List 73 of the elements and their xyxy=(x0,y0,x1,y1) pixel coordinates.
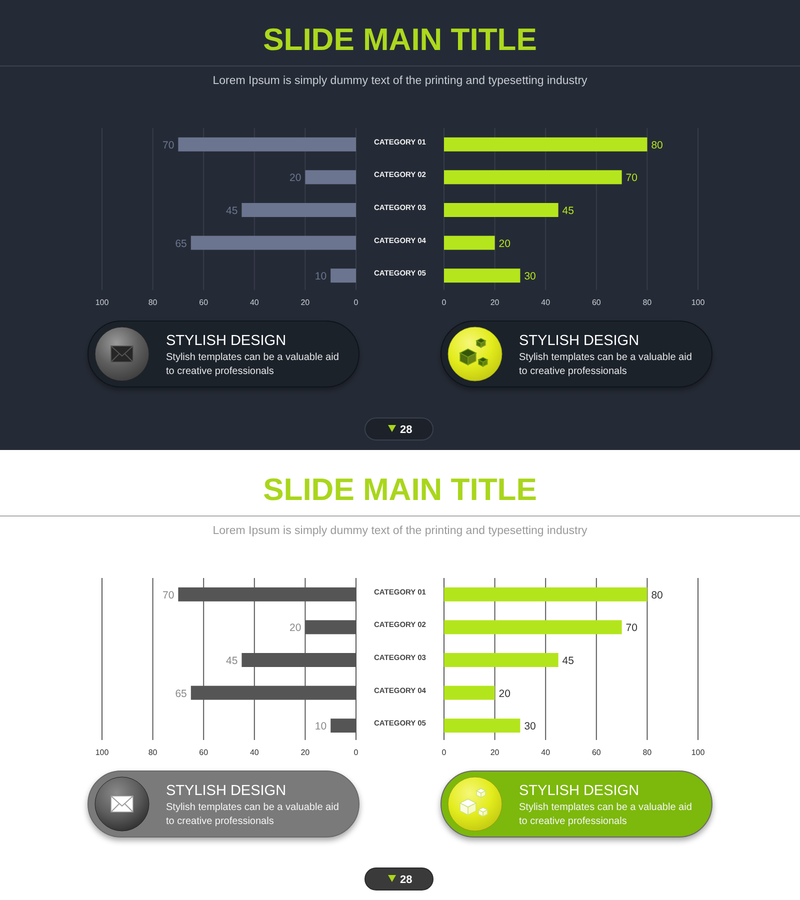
data-label: 70 xyxy=(626,622,638,634)
data-label: 30 xyxy=(524,270,536,283)
x-tick-label: 80 xyxy=(642,298,652,307)
data-label: 70 xyxy=(626,172,638,184)
x-tick-label: 0 xyxy=(442,298,447,307)
text: STYLISH DESIGN xyxy=(166,783,286,799)
bar xyxy=(242,203,356,217)
x-tick-label: 0 xyxy=(354,748,359,757)
x-tick-label: 20 xyxy=(490,298,500,307)
data-label: 20 xyxy=(498,238,511,250)
x-tick-label: 20 xyxy=(300,748,310,757)
x-tick-label: 40 xyxy=(250,298,260,307)
bar xyxy=(190,236,356,250)
text: Lorem Ipsum is simply dummy text of the printing and typesetting industry xyxy=(212,75,588,87)
data-label: 70 xyxy=(162,139,174,152)
bar xyxy=(444,203,558,217)
data-label: 20 xyxy=(290,622,302,634)
x-tick-label: 80 xyxy=(148,298,158,307)
data-label: 45 xyxy=(562,205,574,217)
bar xyxy=(305,170,356,184)
x-tick-label: 60 xyxy=(592,748,602,757)
text: 28 xyxy=(400,424,412,436)
x-tick-label: 40 xyxy=(541,748,551,757)
data-label: 45 xyxy=(562,655,574,667)
data-label: 10 xyxy=(314,720,327,733)
x-tick-label: 0 xyxy=(442,748,447,757)
x-tick-label: 60 xyxy=(199,298,209,307)
bar xyxy=(178,137,356,152)
text: STYLISH DESIGN xyxy=(166,333,286,349)
x-tick-label: 40 xyxy=(250,748,260,757)
x-tick-label: 100 xyxy=(691,298,706,307)
x-tick-label: 20 xyxy=(300,298,310,307)
chart-title: SLIDE MAIN TITLE xyxy=(263,472,537,507)
x-tick-label: 60 xyxy=(199,748,209,757)
bar xyxy=(444,718,520,733)
data-label: 65 xyxy=(175,238,188,250)
data-label: 10 xyxy=(314,270,327,283)
bar xyxy=(444,236,495,250)
text: STYLISH DESIGN xyxy=(519,333,640,349)
text: Stylish templates can be a valuable aid to creative professionals xyxy=(166,802,339,827)
chart-title: SLIDE MAIN TITLE xyxy=(263,22,537,57)
bar xyxy=(444,587,648,602)
x-tick-label: 20 xyxy=(490,748,500,757)
text: Stylish templates can be a valuable aid to creative professionals xyxy=(519,352,692,377)
bar xyxy=(444,170,622,184)
x-tick-label: 80 xyxy=(148,748,158,757)
data-label: 70 xyxy=(162,589,174,602)
data-label: 20 xyxy=(498,688,511,700)
data-label: 80 xyxy=(651,139,664,152)
data-label: 20 xyxy=(290,172,302,184)
text: Stylish templates can be a valuable aid to creative professionals xyxy=(519,802,692,827)
text: 28 xyxy=(400,874,412,886)
x-tick-label: 100 xyxy=(691,748,706,757)
text: STYLISH DESIGN xyxy=(519,783,640,799)
data-label: 45 xyxy=(226,205,238,217)
x-tick-label: 100 xyxy=(95,298,110,307)
bar xyxy=(444,137,648,152)
data-label: 80 xyxy=(651,589,664,602)
x-tick-label: 0 xyxy=(354,298,359,307)
bar xyxy=(444,268,520,283)
data-label: 65 xyxy=(175,688,188,700)
x-tick-label: 60 xyxy=(592,298,602,307)
text: Lorem Ipsum is simply dummy text of the printing and typesetting industry xyxy=(212,525,588,537)
text: Stylish templates can be a valuable aid to creative professionals xyxy=(166,352,339,377)
x-tick-label: 40 xyxy=(541,298,551,307)
bar xyxy=(444,653,558,667)
data-label: 30 xyxy=(524,720,536,733)
x-tick-label: 80 xyxy=(642,748,652,757)
bar xyxy=(444,620,622,634)
x-tick-label: 100 xyxy=(95,748,110,757)
bar xyxy=(444,686,495,700)
data-label: 45 xyxy=(226,655,238,667)
bar xyxy=(330,268,356,283)
